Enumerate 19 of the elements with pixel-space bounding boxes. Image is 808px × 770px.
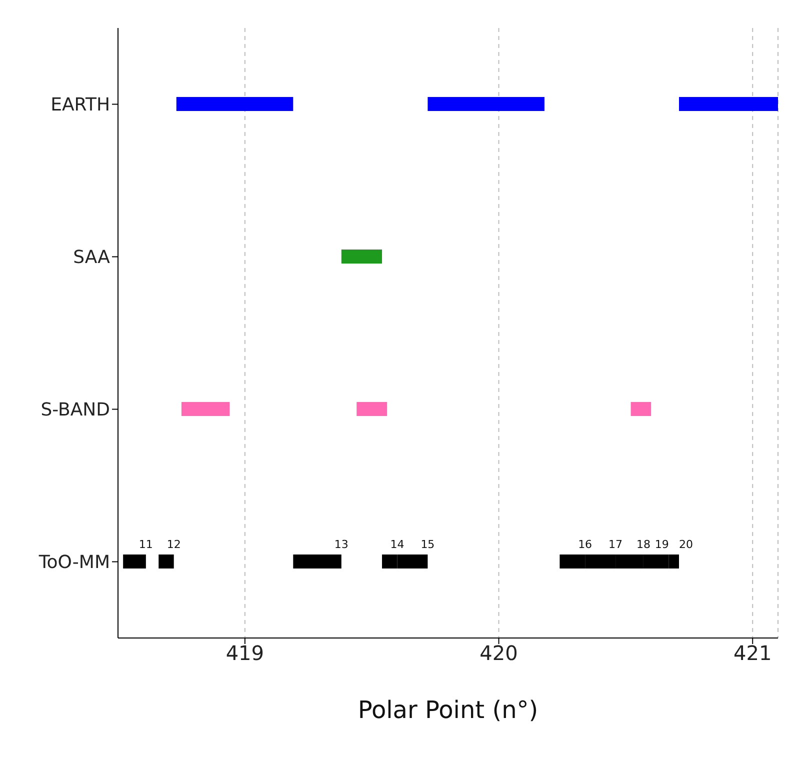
annotation: 11	[138, 538, 153, 551]
annotation: 19	[654, 538, 669, 551]
annotation: 17	[608, 538, 623, 551]
annotation: 14	[390, 538, 404, 551]
x-tick-label: 420	[480, 641, 518, 666]
y-tick-label: SAA	[73, 247, 111, 268]
annotation: 13	[334, 538, 348, 551]
y-tick-label: ToO-MM	[38, 552, 110, 574]
annotation: 18	[636, 538, 650, 551]
annotation: 16	[578, 538, 592, 551]
bar	[341, 250, 382, 264]
annotation: 20	[679, 538, 693, 551]
x-tick-label: 419	[226, 641, 264, 666]
annotation: 12	[166, 538, 181, 551]
annotation: 15	[420, 538, 435, 551]
x-axis-title: Polar Point (n°)	[358, 696, 538, 724]
x-tick-label: 421	[734, 641, 772, 666]
y-tick-label: S-BAND	[40, 400, 110, 421]
y-tick-label: EARTH	[50, 94, 110, 116]
